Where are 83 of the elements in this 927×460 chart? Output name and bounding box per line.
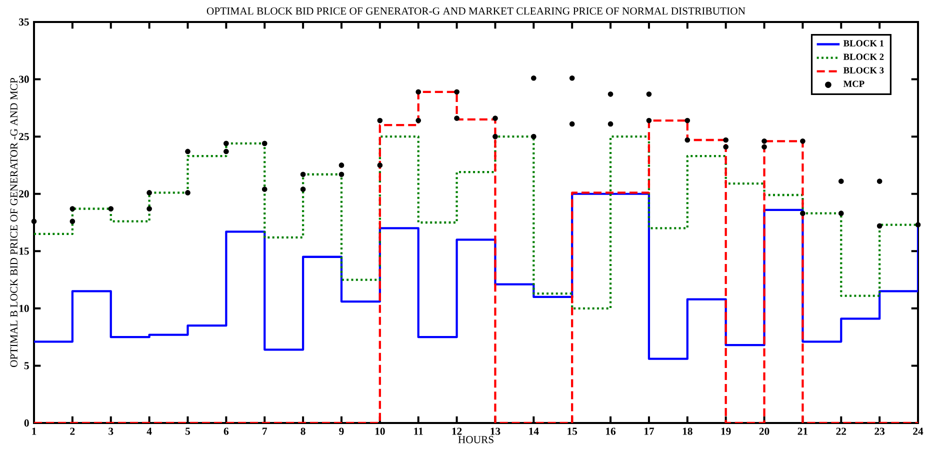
point [876, 223, 882, 229]
point [377, 118, 383, 124]
point [838, 210, 844, 216]
y-axis-title: OPTIMAL B LOCK BID PRICE OF GENERATOR -G AND MCP [10, 78, 18, 368]
x-tick-label: 22 [836, 428, 846, 435]
point [31, 218, 37, 224]
x-tick-label: 14 [529, 428, 539, 435]
point [300, 172, 306, 178]
y-tick-label: 10 [19, 304, 29, 312]
point [492, 134, 498, 140]
point [262, 186, 268, 192]
point [569, 75, 575, 81]
point [684, 137, 690, 143]
x-tick-label: 15 [568, 428, 578, 435]
point [70, 218, 76, 224]
x-tick-label: 23 [874, 428, 885, 435]
legend-label: BLOCK 1 [843, 40, 884, 46]
point [224, 140, 229, 146]
point [762, 138, 767, 144]
y-tick-label: 5 [24, 362, 29, 370]
legend-label: BLOCK 2 [843, 54, 884, 60]
point [530, 134, 536, 140]
point [70, 206, 76, 212]
point [338, 172, 344, 178]
point [838, 178, 844, 184]
point [723, 137, 729, 143]
point [762, 144, 767, 150]
point [646, 92, 652, 97]
point [800, 138, 806, 144]
x-tick-label: 21 [798, 428, 808, 435]
x-tick-label: 12 [452, 428, 462, 435]
point [338, 162, 344, 168]
legend-label: MCP [843, 80, 864, 87]
chart-title: OPTIMAL BLOCK BID PRICE OF GENERATOR-G AND MARKET CLEARING PRICE OF NORMAL DISTRIBUTION [206, 7, 746, 15]
point [454, 89, 460, 95]
y-tick-label: 25 [19, 132, 29, 140]
point [262, 140, 268, 146]
legend-label: BLOCK 3 [843, 67, 884, 74]
point [876, 178, 882, 184]
x-tick-label: 11 [414, 428, 423, 435]
x-tick-label: 10 [375, 428, 385, 435]
point [185, 148, 190, 154]
x-tick-label: 2 [70, 428, 75, 435]
point [608, 92, 614, 97]
x-axis-title: HOURS [458, 436, 494, 444]
point [416, 118, 422, 124]
x-tick-label: 5 [185, 428, 190, 435]
point [530, 75, 536, 81]
x-tick-label: 9 [339, 428, 344, 435]
point [300, 186, 306, 192]
y-tick-label: 15 [19, 248, 29, 255]
x-tick-label: 17 [644, 428, 654, 435]
point [224, 148, 229, 154]
x-tick-label: 4 [146, 428, 152, 435]
point [646, 118, 652, 124]
y-tick-label: 30 [19, 76, 29, 83]
point [723, 144, 729, 150]
point [377, 162, 383, 168]
point [416, 89, 422, 95]
point [684, 118, 690, 124]
x-tick-label: 16 [606, 428, 616, 435]
point [800, 210, 806, 216]
x-tick-label: 24 [913, 428, 924, 435]
x-tick-label: 18 [682, 428, 692, 435]
x-tick-label: 1 [32, 428, 36, 435]
x-tick-label: 3 [108, 428, 114, 435]
point [492, 116, 498, 121]
x-tick-label: 8 [300, 428, 306, 435]
point [608, 121, 614, 127]
y-tick-label: 0 [24, 419, 29, 427]
y-tick-label: 20 [19, 190, 29, 198]
x-tick-label: 6 [224, 428, 229, 435]
x-tick-label: 20 [759, 428, 770, 435]
point [146, 190, 152, 196]
point [454, 116, 460, 121]
point [569, 121, 575, 127]
x-tick-label: 13 [490, 428, 500, 435]
point [146, 206, 152, 212]
y-tick-label: 35 [19, 18, 29, 26]
point [185, 190, 190, 196]
x-tick-label: 19 [721, 428, 731, 435]
x-tick-label: 7 [262, 428, 268, 435]
point [108, 206, 114, 212]
